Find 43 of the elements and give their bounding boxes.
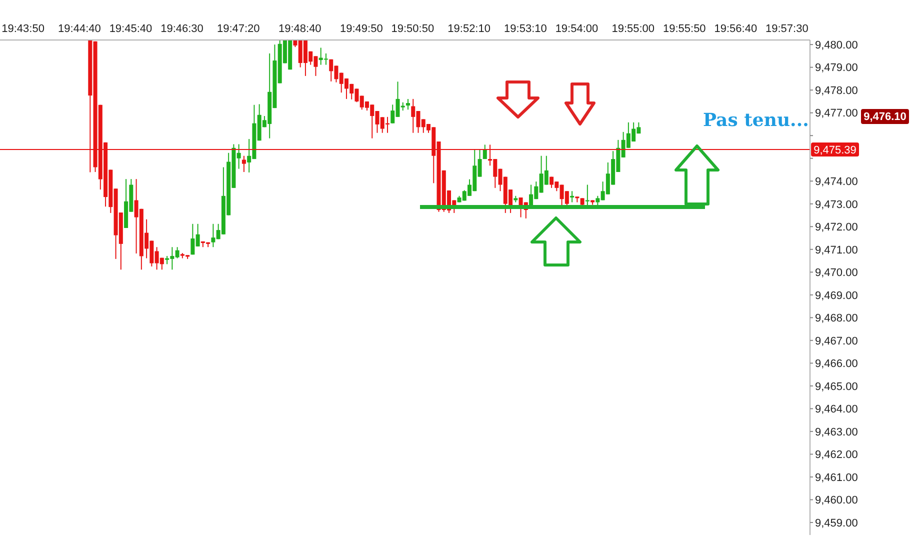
x-tick-label: 19:57:30 (766, 23, 808, 35)
candlestick (585, 184, 590, 207)
y-tick-label: 9,472.00 (815, 222, 858, 234)
x-tick-label: 19:48:40 (278, 23, 322, 35)
y-tick-label: 9,462.00 (815, 449, 858, 462)
candlestick (242, 155, 246, 172)
y-tick-label: 9,468.00 (815, 312, 858, 325)
y-tick-label: 9,461.00 (815, 472, 858, 484)
x-tick-label: 19:47:20 (216, 23, 260, 35)
y-tick-label: 9,478.00 (815, 84, 858, 97)
x-tick-label: 19:55:50 (662, 23, 706, 35)
ref-line-label: 9,475.39 (814, 144, 856, 156)
x-tick-label: 19:55:00 (612, 23, 655, 35)
y-tick-label: 9,477.00 (815, 108, 858, 120)
candlestick (482, 144, 487, 160)
candlestick (570, 190, 574, 203)
y-tick-label: 9,474.00 (815, 176, 858, 188)
annotation: Pas tenu... (703, 110, 809, 131)
x-tick-label: 19:52:10 (448, 23, 490, 35)
x-tick-label: 19:46:30 (160, 23, 204, 35)
y-tick-label: 9,465.00 (815, 380, 858, 393)
y-tick-label: 9,473.00 (815, 198, 858, 211)
y-tick-label: 9,470.00 (815, 267, 858, 280)
x-tick-label: 19:53:10 (504, 23, 547, 35)
y-tick-label: 9,479.00 (815, 62, 858, 74)
y-tick-label: 9,480.00 (815, 39, 858, 52)
text: 9,476.10 (864, 111, 906, 123)
x-tick-label: 19:45:40 (109, 23, 152, 35)
candlestick (406, 98, 410, 110)
x-tick-label: 19:54:00 (555, 23, 598, 35)
y-tick-label: 9,469.00 (815, 290, 858, 302)
x-tick-label: 19:44:40 (58, 23, 101, 35)
x-tick-label: 19:50:50 (391, 23, 434, 35)
y-tick-label: 9,463.00 (815, 426, 858, 438)
y-tick-label: 9,459.00 (815, 517, 858, 530)
y-tick-label: 9,464.00 (815, 404, 858, 416)
x-tick-label: 19:49:50 (340, 23, 383, 35)
y-tick-label: 9,460.00 (815, 494, 858, 507)
x-tick-label: 19:56:40 (714, 23, 758, 35)
y-tick-label: 9,466.00 (815, 358, 858, 370)
x-tick-label: 19:43:50 (2, 23, 44, 35)
y-tick-label: 9,471.00 (815, 244, 858, 256)
y-tick-label: 9,467.00 (815, 335, 858, 348)
